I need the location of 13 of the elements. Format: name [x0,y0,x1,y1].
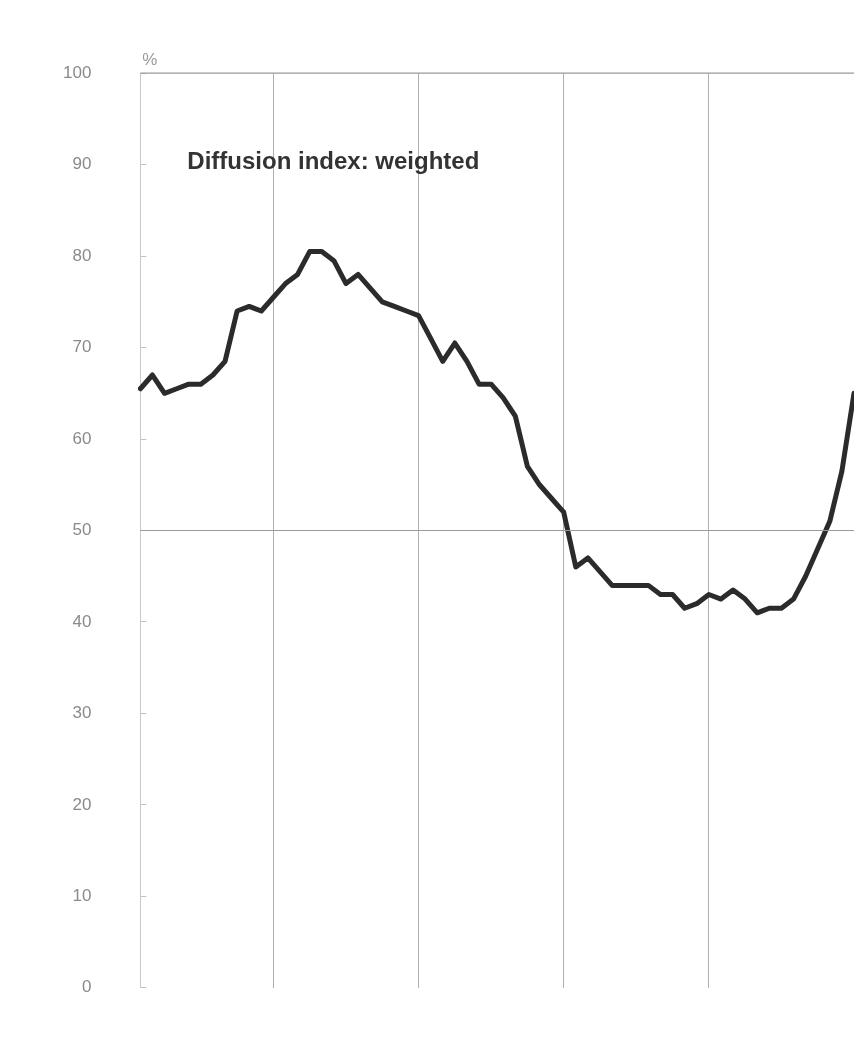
y-tick-label: 0 [81,977,92,997]
y-axis-title: % [142,50,158,70]
y-tick-label: 50 [72,520,92,540]
y-tick-label: 60 [72,428,92,448]
annotation: Diffusion index: weighted [187,147,480,175]
y-tick-label: 30 [72,703,92,723]
y-tick-label: 70 [72,337,92,357]
y-tick-label: 90 [72,154,92,174]
y-tick-label: 10 [72,886,92,906]
y-tick-label: 40 [72,611,92,631]
y-tick-label: 80 [72,245,92,265]
y-tick-label: 20 [72,794,92,814]
y-tick-label: 100 [62,62,92,82]
